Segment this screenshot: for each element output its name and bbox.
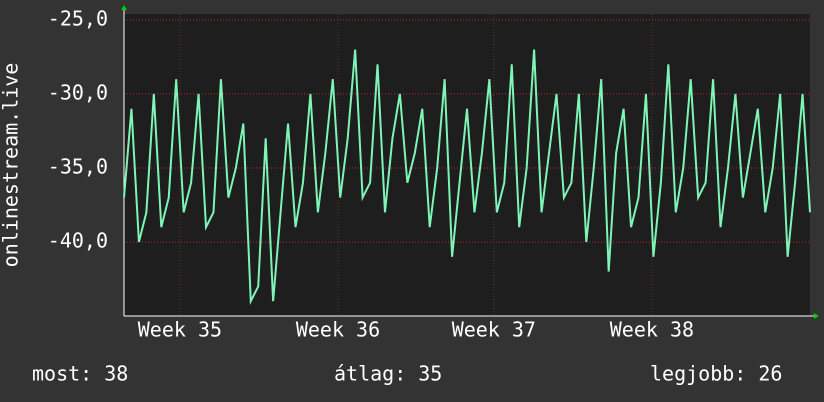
stat-value: 26 — [758, 362, 782, 386]
y-tick-label: -30,0 — [48, 80, 108, 104]
y-tick-label: -40,0 — [48, 228, 108, 252]
y-tick-label: -35,0 — [48, 154, 108, 178]
x-tick-label: Week 38 — [610, 318, 694, 342]
x-tick-label: Week 35 — [138, 318, 222, 342]
data-line — [123, 49, 811, 306]
stat-value: 38 — [104, 362, 128, 386]
stat-label: legjobb: — [650, 362, 746, 386]
axis-arrow — [814, 313, 819, 319]
stat-label: átlag: — [334, 362, 406, 386]
x-tick-label: Week 37 — [452, 318, 536, 342]
y-tick-label: -25,0 — [48, 6, 108, 30]
axis-arrow — [121, 5, 127, 10]
stat-label: most: — [32, 362, 92, 386]
y-axis-label: onlinestream.live — [0, 63, 23, 268]
x-tick-label: Week 36 — [296, 318, 380, 342]
stat-value: 35 — [418, 362, 442, 386]
